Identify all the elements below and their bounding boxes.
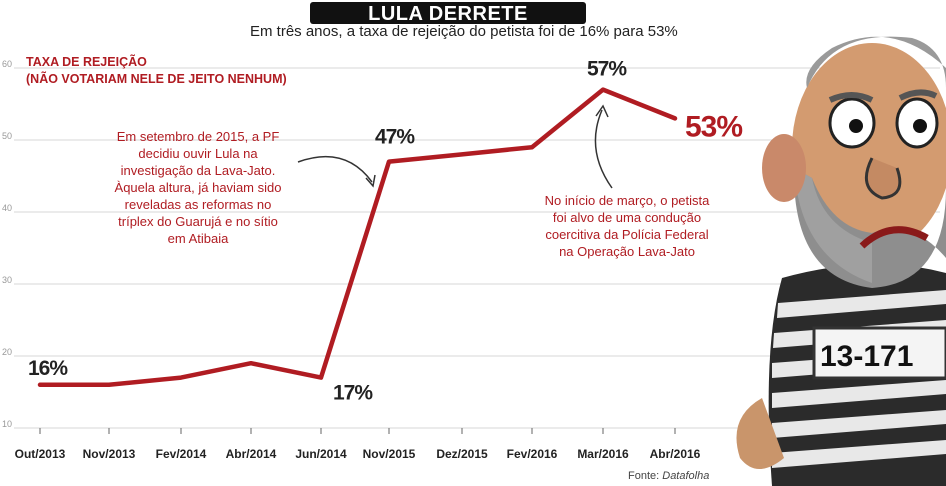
y-axis-label: TAXA DE REJEIÇÃO (NÃO VOTARIAM NELE DE J… [26, 54, 287, 88]
data-label: 16% [28, 357, 68, 380]
y-tick-label: 30 [2, 275, 12, 285]
hand [736, 398, 784, 469]
annotation-line: em Atibaia [167, 231, 229, 246]
annotation-arrowhead [595, 104, 609, 118]
y-tick-label: 20 [2, 347, 12, 357]
data-label: 17% [333, 382, 373, 405]
y-axis-label-line: (NÃO VOTARIAM NELE DE JEITO NENHUM) [26, 72, 287, 86]
annotation-arrow [297, 155, 373, 183]
data-point [460, 152, 464, 156]
y-tick-label: 10 [2, 419, 12, 429]
annotation-line: Àquela altura, já haviam sido [114, 180, 282, 195]
data-label: 47% [375, 126, 415, 149]
data-point [38, 383, 42, 387]
data-point [387, 160, 391, 164]
data-point [107, 383, 111, 387]
data-point [601, 88, 605, 92]
source-name: Datafolha [662, 470, 710, 482]
annotation-arrow [594, 109, 613, 189]
data-point [249, 361, 253, 365]
y-tick-label: 40 [2, 203, 12, 213]
annotation-line: reveladas as reformas no [124, 197, 272, 212]
x-tick-label: Nov/2013 [83, 447, 136, 461]
x-tick-label: Fev/2014 [156, 447, 207, 461]
annotation-marco: No início de março, o petista foi alvo d… [522, 192, 732, 260]
x-tick-label: Jun/2014 [295, 447, 347, 461]
source-credit: Fonte: Datafolha [628, 470, 709, 482]
annotation-line: decidiu ouvir Lula na [138, 146, 258, 161]
x-tick-label: Out/2013 [15, 447, 66, 461]
data-point [319, 376, 323, 380]
data-point [530, 145, 534, 149]
page-title: LULA DERRETE [310, 2, 586, 25]
annotation-line: Em setembro de 2015, a PF [116, 129, 280, 144]
number-sign-text: 13-171 [820, 340, 913, 373]
data-label: 53% [685, 110, 742, 143]
annotation-line: na Operação Lava-Jato [559, 244, 695, 259]
x-tick-label: Nov/2015 [363, 447, 416, 461]
series-line [37, 87, 678, 388]
annotation-line: coercitiva da Polícia Federal [545, 227, 709, 242]
annotation-line: investigação da Lava-Jato. [120, 163, 276, 178]
x-tick-label: Abr/2014 [226, 447, 277, 461]
y-tick-label: 50 [2, 131, 12, 141]
x-tick-label: Abr/2016 [650, 447, 701, 461]
number-sign [812, 326, 946, 380]
data-label: 57% [587, 58, 627, 81]
y-axis-label-line: TAXA DE REJEIÇÃO [26, 55, 147, 69]
x-tick-label: Mar/2016 [577, 447, 629, 461]
x-tick-label: Fev/2016 [507, 447, 558, 461]
mascot-illustration: 13-171 [736, 36, 946, 486]
annotation-line: tríplex do Guarujá e no sítio [118, 214, 278, 229]
page-subtitle: Em três anos, a taxa de rejeição do peti… [250, 23, 678, 40]
annotation-line: No início de março, o petista [544, 193, 710, 208]
source-prefix: Fonte: [628, 470, 663, 482]
annotation-pf: Em setembro de 2015, a PF decidiu ouvir … [98, 128, 298, 247]
x-tick-label: Dez/2015 [436, 447, 488, 461]
data-point [673, 116, 677, 120]
y-tick-label: 60 [2, 59, 12, 69]
annotation-arrowhead [365, 174, 376, 188]
data-point [179, 376, 183, 380]
cartoon-head [762, 36, 946, 288]
annotation-line: foi alvo de uma condução [552, 210, 702, 225]
